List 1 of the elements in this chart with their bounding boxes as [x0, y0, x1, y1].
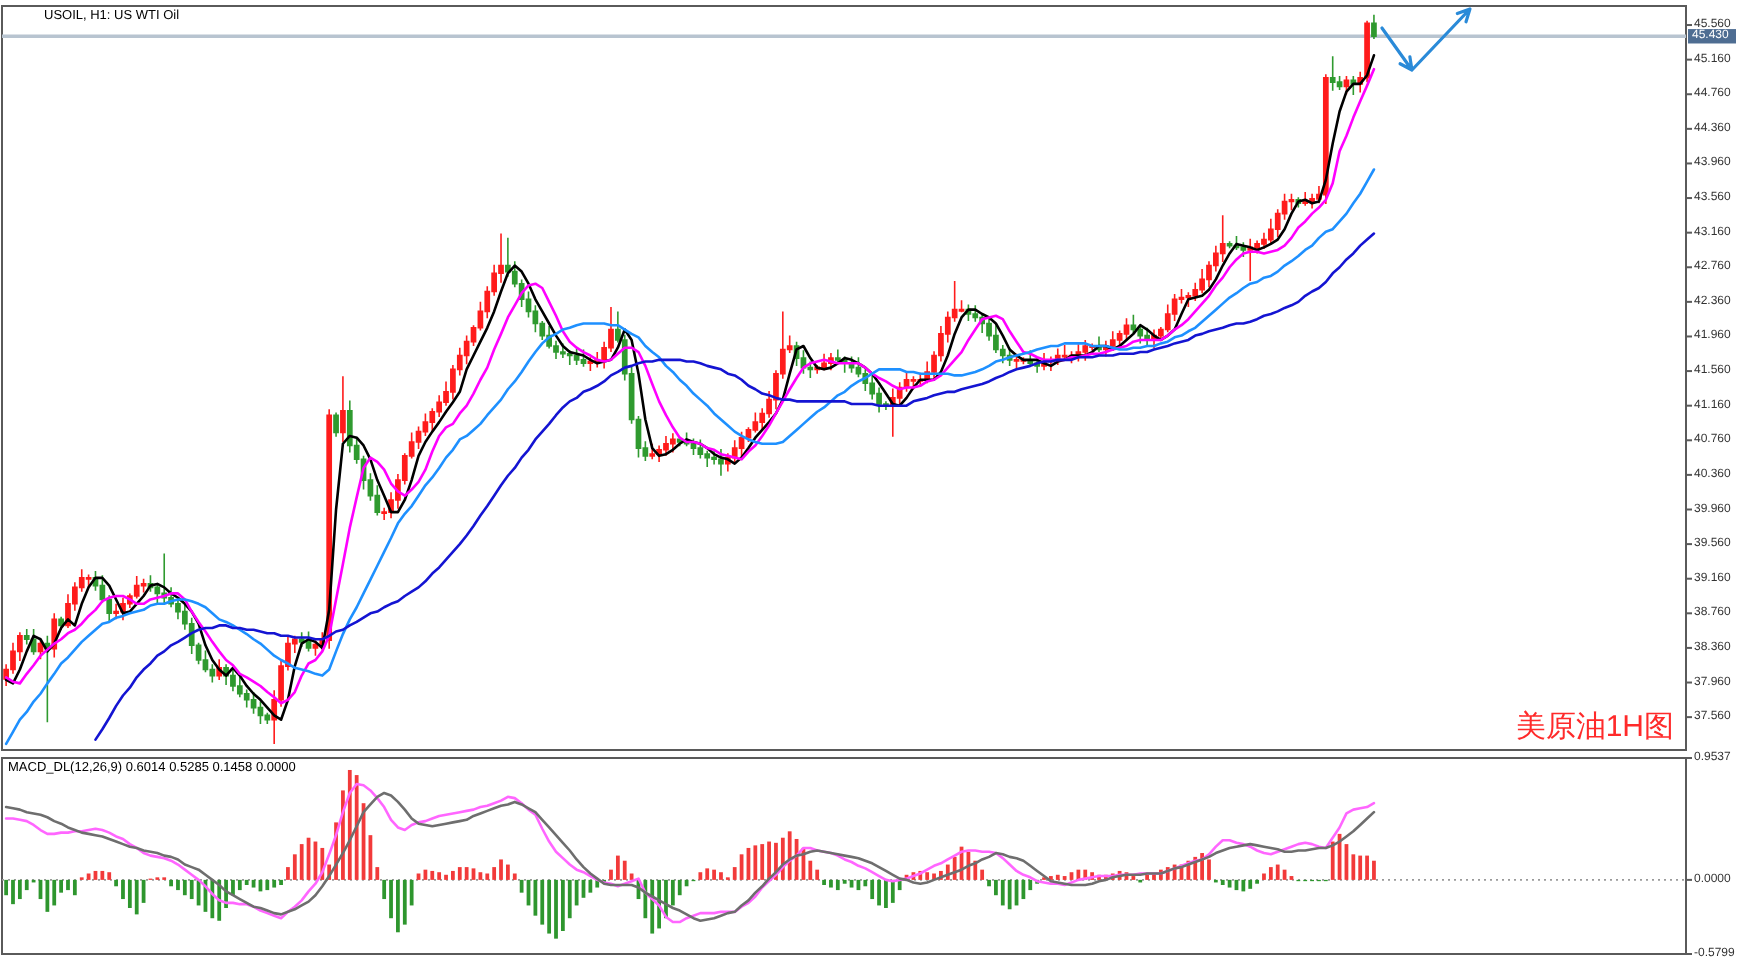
text: 美原油1H图 [1515, 710, 1674, 744]
